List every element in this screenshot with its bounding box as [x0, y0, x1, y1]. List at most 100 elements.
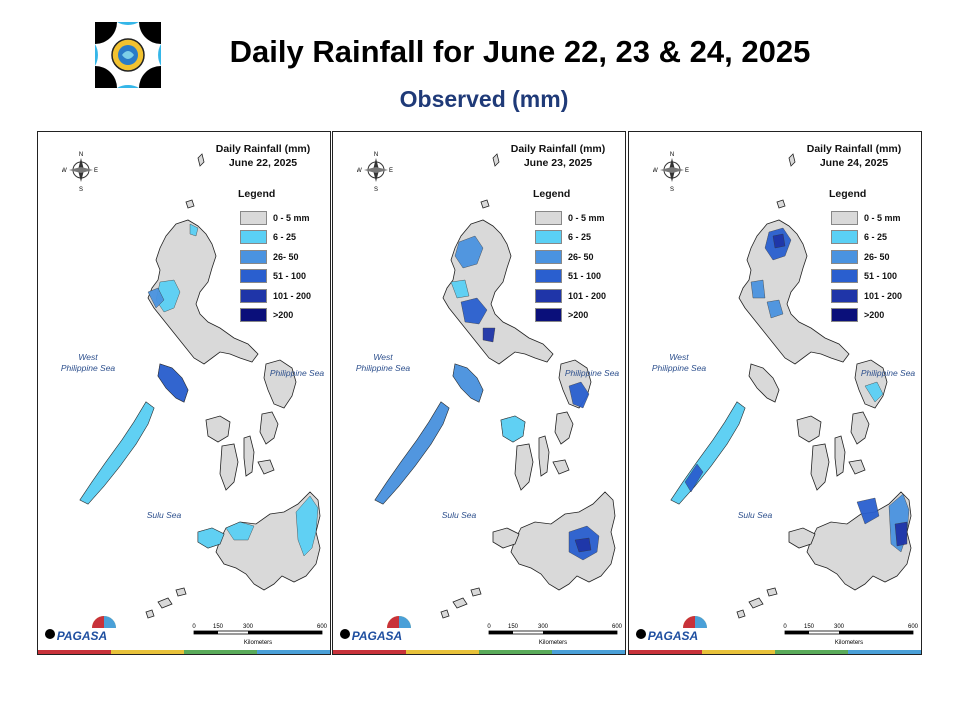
- legend-label: 26- 50: [273, 251, 299, 262]
- scale-unit-label: Kilometers: [244, 640, 272, 646]
- svg-text:PAGASA: PAGASA: [352, 629, 402, 643]
- rainfall-area: [684, 463, 704, 493]
- legend-label: 101 - 200: [273, 290, 312, 301]
- philippines-map: [670, 153, 912, 619]
- rainfall-area: [894, 521, 908, 547]
- footer-color-bar: [629, 650, 921, 654]
- legend-label: 101 - 200: [864, 290, 903, 301]
- compass-e-label: E: [685, 168, 689, 174]
- footer-color-bar: [333, 650, 625, 654]
- legend-item: 26- 50: [535, 247, 606, 267]
- island-negros: [514, 443, 534, 491]
- rainfall-area: [454, 235, 484, 269]
- legend-item: 26- 50: [831, 247, 902, 267]
- island-sulu2: [175, 587, 187, 597]
- island-sulu3: [145, 609, 155, 619]
- compass-rose-icon: N S E W: [62, 152, 98, 192]
- legend-label: 51 - 100: [864, 271, 898, 282]
- rainfall-area: [147, 287, 165, 309]
- island-luzon: [147, 219, 259, 365]
- legend-label: 6 - 25: [864, 232, 888, 243]
- island-cebu: [538, 435, 550, 477]
- scale-tick-label: 150: [804, 624, 815, 630]
- legend-label: >200: [864, 310, 885, 321]
- map-title: Daily Rainfall (mm) June 22, 2025: [198, 142, 328, 170]
- sulu-sea-label: Sulu Sea: [146, 510, 182, 520]
- island-batanes: [788, 153, 796, 167]
- footer-color-segment: [406, 650, 479, 654]
- footer-color-segment: [257, 650, 330, 654]
- island-panay: [205, 415, 231, 443]
- philippines-map: [374, 153, 616, 619]
- scale-tick-label: 150: [508, 624, 519, 630]
- legend-swatch: [535, 269, 562, 284]
- rainfall-area: [750, 279, 766, 299]
- rainfall-area: [450, 279, 470, 299]
- footer-color-segment: [333, 650, 406, 654]
- page-title: Daily Rainfall for June 22, 23 & 24, 202…: [229, 34, 811, 69]
- rainfall-area: [482, 327, 496, 343]
- legend-swatch: [240, 230, 267, 245]
- island-cebu: [834, 435, 846, 477]
- legend: 0 - 5 mm 6 - 25 26- 50 51 - 100 101 - 200 >20…: [240, 208, 311, 325]
- scale-tick-label: 150: [213, 624, 224, 630]
- island-zambo: [788, 527, 816, 549]
- legend-heading: Legend: [533, 188, 571, 200]
- scale-tick-label: 0: [192, 624, 196, 630]
- legend-swatch: [831, 210, 858, 225]
- footer-color-segment: [184, 650, 257, 654]
- compass-n-label: N: [374, 152, 378, 158]
- sulu-sea-label: Sulu Sea: [737, 510, 773, 520]
- rainfall-area: [574, 537, 592, 553]
- legend-item: 6 - 25: [831, 228, 902, 248]
- scale-unit-label: Kilometers: [539, 640, 567, 646]
- rainfall-area: [452, 363, 484, 403]
- scale-tick-label: 600: [317, 624, 328, 630]
- rainfall-area: [225, 521, 255, 541]
- island-bohol: [257, 459, 275, 475]
- rainfall-area: [856, 497, 880, 525]
- legend-item: 6 - 25: [535, 228, 606, 248]
- legend-swatch: [240, 308, 267, 323]
- footer-color-segment: [479, 650, 552, 654]
- philippines-map: [79, 153, 321, 619]
- island-sulu2: [470, 587, 482, 597]
- philippine-sea-label: Philippine Sea: [269, 368, 325, 378]
- legend-item: >200: [535, 306, 606, 326]
- pagasa-logo-icon: PAGASA: [636, 616, 707, 643]
- island-mindanao: [510, 491, 616, 591]
- rainfall-map-june-22: Daily Rainfall (mm) June 22, 2025 Legend 0 …: [37, 131, 331, 655]
- island-luzon: [738, 219, 850, 365]
- compass-n-label: N: [79, 152, 83, 158]
- rainfall-area: [864, 381, 884, 403]
- scale-tick-label: 600: [612, 624, 623, 630]
- rainfall-area: [189, 223, 199, 237]
- scale-tick-label: 0: [487, 624, 491, 630]
- legend-swatch: [831, 308, 858, 323]
- scale-unit-label: Kilometers: [835, 640, 863, 646]
- legend-item: 101 - 200: [535, 286, 606, 306]
- rainfall-area: [79, 401, 155, 505]
- dost-pagasa-seal-icon: [95, 22, 161, 88]
- island-babuyan: [480, 199, 490, 209]
- footer-color-segment: [552, 650, 625, 654]
- island-sulu3: [440, 609, 450, 619]
- legend-item: 6 - 25: [240, 228, 311, 248]
- footer-color-segment: [775, 650, 848, 654]
- legend-label: 0 - 5 mm: [273, 212, 310, 223]
- philippine-sea-label: Philippine Sea: [860, 368, 916, 378]
- island-mindanao: [215, 491, 321, 591]
- island-cebu: [243, 435, 255, 477]
- rainfall-area: [772, 233, 786, 249]
- footer-color-segment: [702, 650, 775, 654]
- rainfall-map-june-24: Daily Rainfall (mm) June 24, 2025 Legend 0 …: [628, 131, 922, 655]
- footer-color-segment: [38, 650, 111, 654]
- island-babuyan: [185, 199, 195, 209]
- legend-swatch: [240, 269, 267, 284]
- island-leyte: [554, 411, 574, 445]
- legend-swatch: [535, 230, 562, 245]
- compass-w-label: W: [357, 168, 362, 174]
- map-title-line: Daily Rainfall (mm): [510, 143, 606, 155]
- rainfall-area: [568, 381, 590, 409]
- legend-item: 0 - 5 mm: [535, 208, 606, 228]
